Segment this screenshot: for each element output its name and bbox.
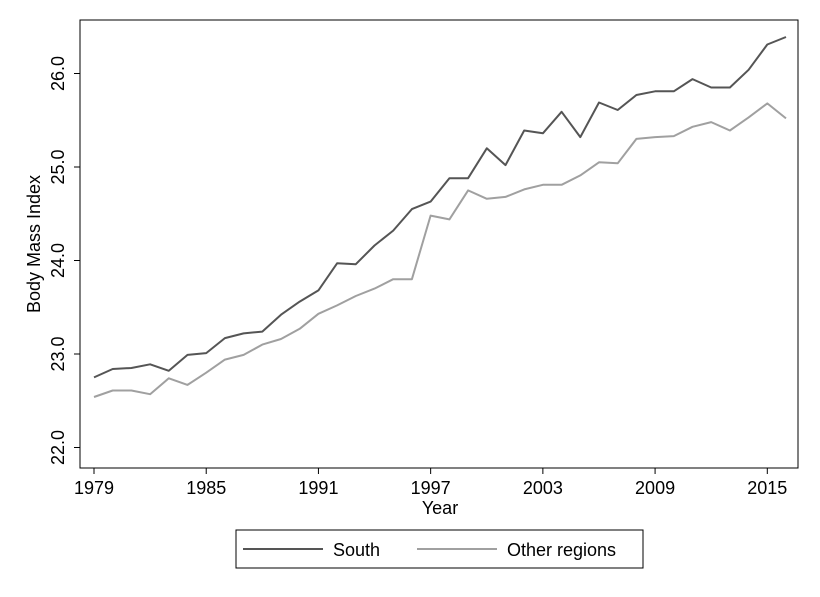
legend-label-other-regions: Other regions — [507, 540, 616, 560]
y-tick-label: 26.0 — [48, 56, 68, 91]
y-tick-label: 25.0 — [48, 149, 68, 184]
series-lines — [93, 36, 787, 398]
y-axis: 22.0 23.0 24.0 25.0 26.0 — [48, 56, 80, 465]
y-tick-label: 22.0 — [48, 430, 68, 465]
x-tick-label: 1985 — [186, 478, 226, 498]
x-axis: 1979 1985 1991 1997 2003 2009 2015 — [74, 468, 787, 498]
y-axis-title: Body Mass Index — [24, 175, 44, 313]
y-tick-label: 23.0 — [48, 336, 68, 371]
series-line-south — [93, 36, 787, 379]
y-tick-label: 24.0 — [48, 243, 68, 278]
x-tick-label: 1979 — [74, 478, 114, 498]
x-tick-label: 2015 — [747, 478, 787, 498]
plot-area — [79, 19, 799, 469]
x-tick-label: 1997 — [411, 478, 451, 498]
x-axis-title: Year — [422, 498, 458, 518]
series-line-other-regions — [93, 102, 787, 398]
legend-label-south: South — [333, 540, 380, 560]
x-tick-label: 1991 — [298, 478, 338, 498]
x-tick-label: 2003 — [523, 478, 563, 498]
x-tick-label: 2009 — [635, 478, 675, 498]
legend: South Other regions — [235, 529, 644, 569]
